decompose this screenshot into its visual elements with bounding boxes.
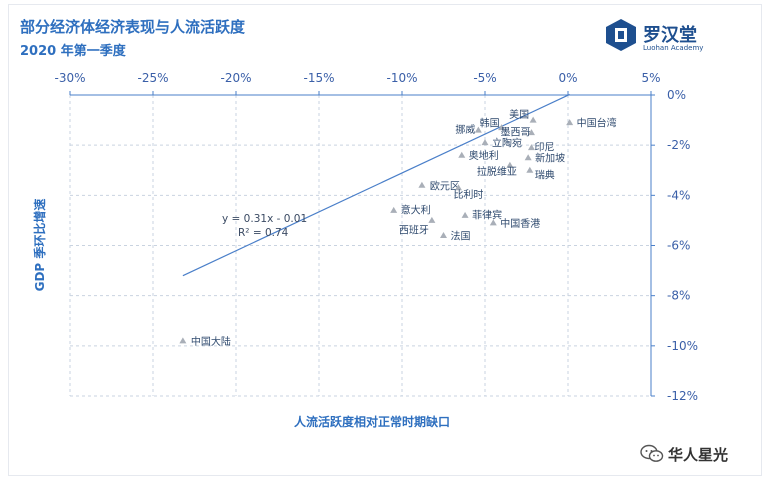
page-subtitle: 2020 年第一季度 <box>20 44 126 59</box>
wechat-icon <box>640 444 664 462</box>
y-tick-label: -10% <box>667 339 698 353</box>
point-label: 拉脱维亚 <box>477 165 517 178</box>
point-label: 欧元区 <box>430 180 460 192</box>
trend-equation: y = 0.31x - 0.01 <box>222 213 307 225</box>
chart-card <box>8 4 762 476</box>
x-tick-label: -15% <box>303 71 334 85</box>
point-label: 意大利 <box>401 203 431 216</box>
data-point <box>566 119 574 126</box>
x-axis-title: 人流活跃度相对正常时期缺口 <box>294 414 450 429</box>
data-point <box>458 151 466 158</box>
watermark-text: 华人星光 <box>668 446 729 464</box>
point-label: 西班牙 <box>399 224 429 236</box>
point-label: 美国 <box>509 108 529 121</box>
point-label: 印尼 <box>534 142 554 154</box>
x-tick-label: -30% <box>54 71 85 85</box>
x-tick-label: 5% <box>641 71 660 85</box>
data-point <box>529 116 537 123</box>
point-label: 瑞典 <box>535 168 555 181</box>
point-label: 菲律宾 <box>472 208 502 221</box>
data-point <box>524 154 532 161</box>
x-tick-label: -20% <box>220 71 251 85</box>
data-point <box>474 126 482 133</box>
data-point <box>506 161 514 168</box>
point-label: 韩国 <box>480 117 500 130</box>
point-label: 立陶宛 <box>492 137 522 150</box>
data-point <box>454 184 462 191</box>
x-tick-label: -10% <box>386 71 417 85</box>
data-point <box>390 206 398 213</box>
logo-subtitle: Luohan Academy <box>643 44 704 52</box>
data-point <box>527 129 535 136</box>
y-tick-label: -8% <box>667 289 690 303</box>
y-tick-label: -4% <box>667 188 690 202</box>
data-point <box>461 211 469 218</box>
data-point <box>418 181 426 188</box>
y-axis-title: GDP 季环比增速 <box>32 199 47 292</box>
point-label: 中国台湾 <box>577 117 617 130</box>
point-label: 比利时 <box>453 189 483 201</box>
trend-line <box>182 93 570 277</box>
y-tick-label: -6% <box>667 239 690 253</box>
data-point <box>527 144 535 151</box>
x-tick-label: -5% <box>473 71 496 85</box>
x-tick-label: 0% <box>558 71 577 85</box>
x-tick-label: -25% <box>137 71 168 85</box>
point-label: 法国 <box>451 229 471 242</box>
data-point <box>489 219 497 226</box>
y-tick-label: 0% <box>667 88 686 102</box>
data-point <box>526 166 534 173</box>
trend-r2: R² = 0.74 <box>238 227 289 239</box>
y-tick-label: -2% <box>667 138 690 152</box>
data-point <box>428 216 436 223</box>
point-label: 中国香港 <box>500 217 540 230</box>
point-label: 墨西哥 <box>500 127 530 139</box>
point-label: 中国大陆 <box>191 335 231 348</box>
data-point <box>481 139 489 146</box>
point-label: 新加坡 <box>535 152 565 165</box>
y-tick-label: -12% <box>667 389 698 403</box>
data-point <box>498 124 506 131</box>
point-label: 挪威 <box>455 123 475 136</box>
logo-name: 罗汉堂 <box>643 25 697 46</box>
data-point <box>440 231 447 238</box>
data-point <box>179 337 187 344</box>
luohan-logo-icon <box>606 19 636 51</box>
page-title: 部分经济体经济表现与人流活跃度 <box>20 18 246 36</box>
point-label: 奥地利 <box>469 149 499 162</box>
